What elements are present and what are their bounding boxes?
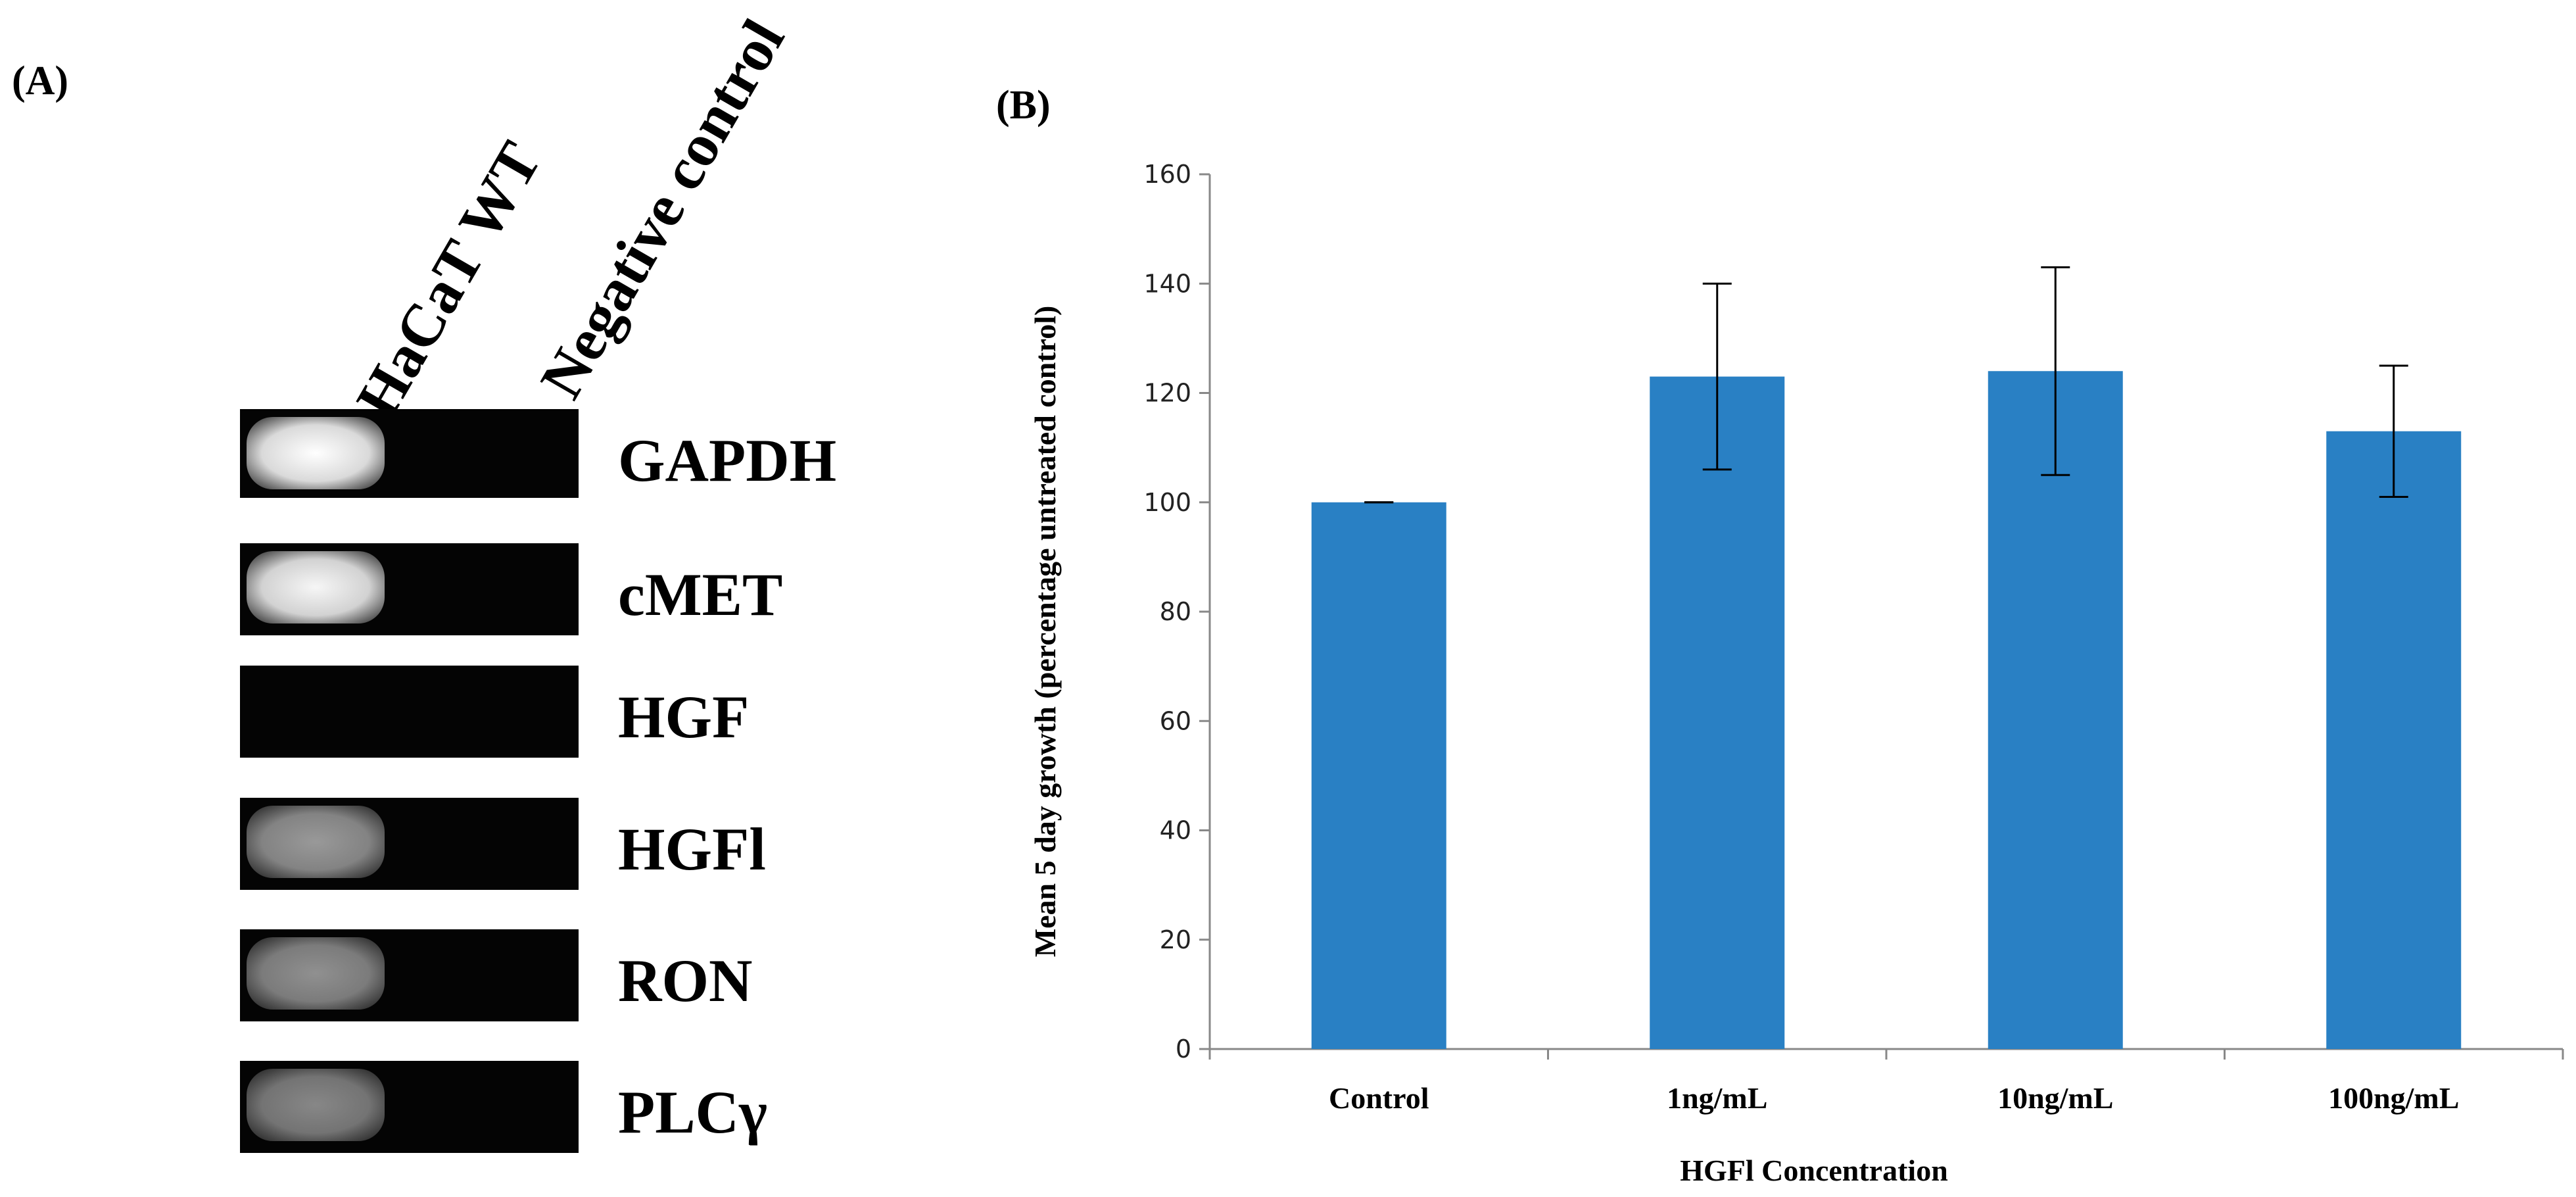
x-category-label: Control (1329, 1081, 1429, 1115)
y-tick-label: 40 (1160, 816, 1191, 845)
x-category-label: 100ng/mL (2328, 1081, 2459, 1115)
y-tick-label: 20 (1160, 925, 1191, 954)
gel-strip-gapdh (240, 409, 579, 498)
gel-label-plcγ: PLCγ (618, 1079, 768, 1146)
gel-strip-hgfl (240, 798, 579, 890)
gel-band (247, 937, 385, 1010)
gel-strip-ron (240, 929, 579, 1021)
bar-100ng/mL (2326, 431, 2462, 1049)
gel-label-hgfl: HGFl (618, 816, 766, 883)
y-tick-label: 80 (1160, 597, 1191, 626)
x-axis-title: HGFl Concentration (1680, 1154, 1948, 1187)
bar-1ng/mL (1650, 376, 1785, 1049)
y-tick-label: 140 (1143, 269, 1191, 298)
y-tick-label: 160 (1143, 160, 1191, 189)
lane-header-hacat: HaCaT WT (343, 130, 554, 429)
lane-header-negative-control: Negative control (527, 8, 798, 409)
gel-label-hgf: HGF (618, 683, 750, 750)
gel-label-gapdh: GAPDH (618, 427, 837, 494)
x-category-label: 10ng/mL (1997, 1081, 2113, 1115)
y-tick-label: 60 (1160, 706, 1191, 735)
y-axis-title: Mean 5 day growth (percentage untreated … (1028, 306, 1062, 958)
gel-strip-plcγ (240, 1061, 579, 1153)
x-category-label: 1ng/mL (1667, 1081, 1767, 1115)
growth-bar-chart: 0 20 40 60 80 100 120 140 160 Control 1ng/mL 10ng/m… (1028, 160, 2564, 1187)
y-tick-label: 100 (1143, 488, 1191, 517)
gel-band (247, 417, 385, 489)
bar-Control (1311, 502, 1446, 1049)
gel-label-ron: RON (618, 947, 753, 1014)
panel-a-label: (A) (12, 59, 69, 103)
y-tick-label: 0 (1176, 1035, 1191, 1063)
panel-b-label: (B) (996, 83, 1051, 128)
gel-strip-cmet (240, 543, 579, 635)
y-tick-label: 120 (1143, 379, 1191, 408)
gel-strip-hgf (240, 666, 579, 758)
bar-10ng/mL (1988, 371, 2123, 1049)
gel-band (247, 1069, 385, 1141)
gel-band (247, 806, 385, 878)
gel-label-cmet: cMET (618, 561, 783, 628)
gel-band (247, 551, 385, 623)
